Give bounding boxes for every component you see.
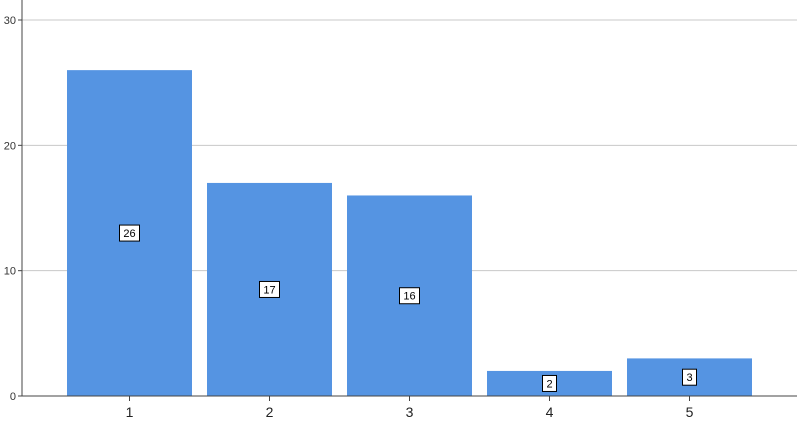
x-tick-label: 1 — [126, 404, 134, 420]
x-tick-label: 4 — [546, 404, 554, 420]
y-tick-label: 0 — [10, 391, 16, 403]
axes — [18, 0, 797, 401]
bars — [67, 70, 752, 396]
data-label: 3 — [686, 372, 692, 384]
data-label-box — [399, 287, 420, 305]
data-label-box — [682, 368, 697, 386]
y-tick-label: 30 — [4, 15, 16, 27]
x-tick-label: 3 — [406, 404, 414, 420]
labels: 0 10 20 30 26 1 17 2 16 3 2 4 3 5 — [4, 15, 697, 420]
data-label: 26 — [123, 228, 135, 240]
data-label-box — [119, 224, 140, 242]
data-label-box — [259, 280, 280, 298]
data-label-box — [542, 374, 557, 392]
y-tick-label: 20 — [4, 140, 16, 152]
data-label: 2 — [546, 378, 552, 390]
data-label: 17 — [263, 284, 275, 296]
y-tick-label: 10 — [4, 266, 16, 278]
x-tick-label: 5 — [686, 404, 694, 420]
x-tick-label: 2 — [266, 404, 274, 420]
data-label: 16 — [403, 291, 415, 303]
